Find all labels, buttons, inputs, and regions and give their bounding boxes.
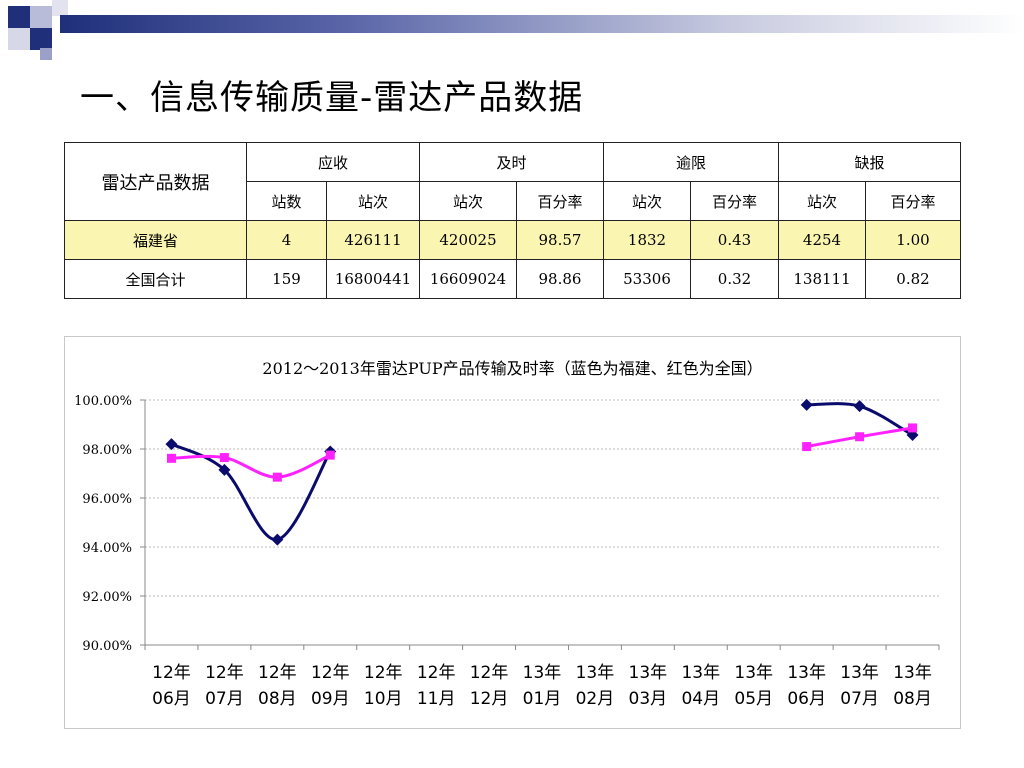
data-point-square xyxy=(855,432,865,442)
subheader-cell: 百分率 xyxy=(865,181,961,221)
y-tick-label: 98.00% xyxy=(82,443,132,458)
y-tick-label: 100.00% xyxy=(74,394,132,409)
data-point-diamond xyxy=(165,438,178,451)
data-point-diamond xyxy=(800,398,813,411)
x-tick-label: 12年 xyxy=(258,663,297,683)
x-tick-label: 07月 xyxy=(205,689,244,709)
table-row: 全国合计 159 16800441 16609024 98.86 53306 0… xyxy=(64,259,961,299)
table-row: 福建省 4 426111 420025 98.57 1832 0.43 4254… xyxy=(64,220,961,260)
subheader-cell: 百分率 xyxy=(516,181,604,221)
subheader-cell: 站次 xyxy=(778,181,866,221)
x-tick-label: 12年 xyxy=(205,663,244,683)
data-point-square xyxy=(166,453,176,463)
x-tick-label: 13年 xyxy=(787,663,826,683)
x-tick-label: 12年 xyxy=(417,663,456,683)
x-tick-label: 05月 xyxy=(734,689,773,709)
subheader-cell: 百分率 xyxy=(690,181,779,221)
table-cell: 420025 xyxy=(419,220,517,260)
table-cell: 4254 xyxy=(778,220,866,260)
x-tick-label: 08月 xyxy=(893,689,932,709)
x-tick-label: 13年 xyxy=(523,663,562,683)
y-tick-label: 90.00% xyxy=(82,639,132,654)
x-tick-label: 13年 xyxy=(681,663,720,683)
data-point-diamond xyxy=(271,533,284,546)
row-label: 全国合计 xyxy=(64,259,247,299)
table-row-header: 雷达产品数据 xyxy=(64,142,247,221)
x-tick-label: 12月 xyxy=(470,689,509,709)
x-tick-label: 13年 xyxy=(576,663,615,683)
x-tick-label: 13年 xyxy=(629,663,668,683)
chart-container: 2012～2013年雷达PUP产品传输及时率（蓝色为福建、红色为全国） 100.… xyxy=(64,336,961,729)
table-cell: 159 xyxy=(246,259,327,299)
page-title: 一、信息传输质量-雷达产品数据 xyxy=(80,78,584,118)
data-point-square xyxy=(908,423,918,433)
x-tick-label: 13年 xyxy=(840,663,879,683)
corner-decoration xyxy=(0,0,70,60)
chart-title: 2012～2013年雷达PUP产品传输及时率（蓝色为福建、红色为全国） xyxy=(262,359,763,378)
data-point-square xyxy=(325,450,335,460)
table-cell: 0.82 xyxy=(865,259,961,299)
data-point-square xyxy=(802,442,812,452)
x-tick-label: 12年 xyxy=(152,663,191,683)
x-tick-label: 07月 xyxy=(840,689,879,709)
table-cell: 1832 xyxy=(603,220,691,260)
y-tick-label: 96.00% xyxy=(82,492,132,507)
subheader-cell: 站次 xyxy=(326,181,420,221)
table-cell: 98.57 xyxy=(516,220,604,260)
x-tick-label: 02月 xyxy=(576,689,615,709)
group-header: 逾限 xyxy=(603,142,779,182)
x-tick-label: 09月 xyxy=(311,689,350,709)
x-tick-label: 12年 xyxy=(470,663,509,683)
table-cell: 4 xyxy=(246,220,327,260)
data-point-diamond xyxy=(853,400,866,413)
table-cell: 138111 xyxy=(778,259,866,299)
x-tick-label: 12年 xyxy=(311,663,350,683)
x-tick-label: 06月 xyxy=(787,689,826,709)
table-cell: 53306 xyxy=(603,259,691,299)
group-header: 及时 xyxy=(419,142,604,182)
x-tick-label: 01月 xyxy=(523,689,562,709)
x-tick-label: 03月 xyxy=(629,689,668,709)
group-header: 缺报 xyxy=(778,142,961,182)
x-tick-label: 12年 xyxy=(364,663,403,683)
table-cell: 1.00 xyxy=(865,220,961,260)
radar-data-table: 雷达产品数据 应收 及时 逾限 缺报 站数 站次 站次 百分率 站次 百分率 站… xyxy=(64,142,961,299)
series-line xyxy=(171,453,331,479)
table-header-row: 雷达产品数据 应收 及时 逾限 缺报 xyxy=(64,142,961,221)
table-cell: 16800441 xyxy=(326,259,420,299)
header-gradient-bar xyxy=(60,15,1024,33)
subheader-cell: 站数 xyxy=(246,181,327,221)
x-tick-label: 11月 xyxy=(417,689,456,709)
data-point-square xyxy=(272,472,282,482)
subheader-cell: 站次 xyxy=(603,181,691,221)
y-tick-label: 94.00% xyxy=(82,541,132,556)
line-chart: 100.00% 98.00% 96.00% 94.00% 92.00% 90.00% 12年… xyxy=(74,394,940,709)
x-tick-label: 04月 xyxy=(681,689,720,709)
subheader-cell: 站次 xyxy=(419,181,517,221)
table-cell: 0.32 xyxy=(690,259,779,299)
row-label: 福建省 xyxy=(64,220,247,260)
x-tick-label: 13年 xyxy=(893,663,932,683)
table-cell: 16609024 xyxy=(419,259,517,299)
series-line xyxy=(170,442,332,542)
data-point-square xyxy=(219,453,229,463)
data-point-diamond xyxy=(218,463,231,476)
table-cell: 426111 xyxy=(326,220,420,260)
x-tick-label: 08月 xyxy=(258,689,297,709)
x-tick-label: 06月 xyxy=(152,689,191,709)
x-tick-label: 13年 xyxy=(734,663,773,683)
y-tick-label: 92.00% xyxy=(82,590,132,605)
group-header: 应收 xyxy=(246,142,420,182)
table-cell: 0.43 xyxy=(690,220,779,260)
table-cell: 98.86 xyxy=(516,259,604,299)
x-tick-label: 10月 xyxy=(364,689,403,709)
